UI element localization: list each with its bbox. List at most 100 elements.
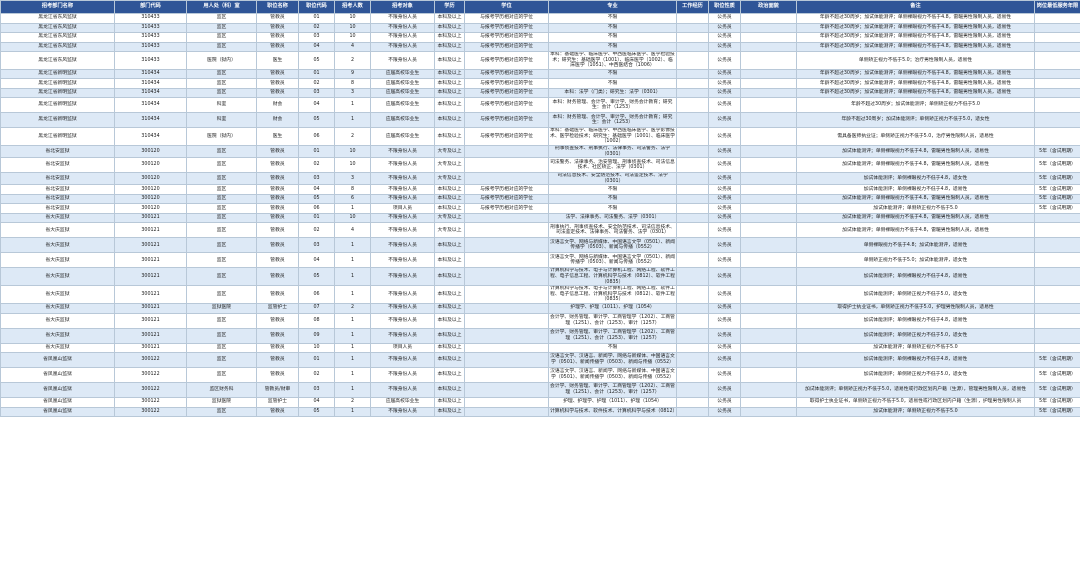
table-cell: 与报考学历相对应的学位 bbox=[464, 22, 549, 33]
table-cell: 不限身份人员 bbox=[370, 193, 435, 205]
table-cell: 1 bbox=[334, 367, 371, 383]
table-cell: 10 bbox=[334, 22, 371, 33]
table-cell: 不限 bbox=[548, 78, 677, 89]
table-row: 省凤凰山监狱 300122 监区财务科 管教员/财审 03 1 不限身份人员 本科及以上 会计学… bbox=[0, 382, 1080, 398]
table-cell: 不限身份人员 bbox=[370, 406, 435, 417]
table-cell: 1 bbox=[334, 203, 371, 214]
table-cell: 本科及以上 bbox=[434, 312, 465, 329]
table-cell: 本科及以上 bbox=[434, 51, 465, 70]
table-cell: 监管护士 bbox=[256, 397, 299, 408]
table-row: 省凤凰山监狱 300122 监区 管教员 01 1 不限身份人员 本科及以上 汉语言文学、汉语言… bbox=[0, 352, 1080, 368]
table-cell: 管教员 bbox=[256, 172, 299, 186]
table-cell: 04 bbox=[298, 252, 335, 269]
table-cell: 1 bbox=[334, 327, 371, 344]
table-cell: 省大庆监狱 bbox=[0, 237, 115, 254]
table-cell: 管教员 bbox=[256, 68, 299, 80]
table-cell: 汉语言文学、汉语言、新闻学、网络与新媒体、中国语言文学（0501）、新闻传播学（… bbox=[548, 367, 677, 383]
table-cell: 3 bbox=[334, 172, 371, 186]
table-cell: 大专及以上 bbox=[434, 157, 465, 174]
table-cell: 公务员 bbox=[708, 193, 741, 205]
table-cell: 会计学、财务管理、审计学、工商管理学（1202）、工商管理（1251）、会计（1… bbox=[548, 312, 677, 329]
table-row: 省大庆监狱 300121 监区 管教员 02 4 不限身份人员 大专及以上 刑事执行、刑事侦查技… bbox=[0, 222, 1080, 239]
table-cell bbox=[1034, 41, 1080, 52]
table-cell: 5年（含试用期） bbox=[1034, 203, 1080, 214]
table-cell: 省凤凰山监狱 bbox=[0, 382, 115, 398]
table-cell: 不限 bbox=[548, 32, 677, 43]
table-cell: 不限身份人员 bbox=[370, 212, 435, 224]
table-cell bbox=[740, 382, 797, 398]
table-cell: 300121 bbox=[114, 222, 187, 239]
table-cell: 300120 bbox=[114, 193, 187, 205]
table-cell: 不限 bbox=[548, 13, 677, 24]
table-cell: 本科及以上 bbox=[434, 13, 465, 24]
table-row: 黑龙江省新明监狱 310434 医院（狱内） 医生 06 2 应届高校毕业生 本科及以上 与报考… bbox=[0, 127, 1080, 147]
table-row: 黑龙江省东风监狱 310433 监区 管教员 03 10 不限身份人员 本科及以上 与报考学历相… bbox=[0, 32, 1080, 43]
table-cell: 不限身份人员 bbox=[370, 237, 435, 254]
table-cell: 公务员 bbox=[708, 172, 741, 186]
table-cell bbox=[1034, 13, 1080, 24]
table-cell: 8 bbox=[334, 78, 371, 89]
table-cell: 08 bbox=[298, 312, 335, 329]
table-cell bbox=[464, 172, 549, 186]
table-cell: 本科及以上 bbox=[434, 87, 465, 99]
table-row: 省凤凰山监狱 300122 监区 管教员 05 1 不限身份人员 本科及以上 计算机科学与技术、… bbox=[0, 406, 1080, 417]
table-cell bbox=[676, 145, 709, 159]
table-cell: 省北安监狱 bbox=[0, 184, 115, 195]
table-cell: 监区 bbox=[186, 327, 257, 344]
table-cell: 应届高校毕业生 bbox=[370, 78, 435, 89]
table-row: 黑龙江省东风监狱 310433 医院（狱内） 医生 05 2 不限身份人员 本科及以上 与报考学… bbox=[0, 51, 1080, 70]
table-cell: 310433 bbox=[114, 51, 187, 70]
table-cell: 加试体能测评；单侧裸眼视力不低于4.8，适女性 bbox=[796, 172, 1035, 186]
table-header-row: 招考部门名称 部门代码 用人处（科）室 职位名称 职位代码 招考人数 招考对象 学历 学位 专业工… bbox=[0, 0, 1080, 14]
table-cell: 监区 bbox=[186, 145, 257, 159]
table-cell: 不限 bbox=[548, 342, 677, 353]
table-cell: 应届高校毕业生 bbox=[370, 87, 435, 99]
table-cell: 管教员 bbox=[256, 252, 299, 269]
table-cell: 1 bbox=[334, 267, 371, 287]
table-cell bbox=[740, 68, 797, 80]
table-cell: 不限身份人员 bbox=[370, 327, 435, 344]
table-row: 黑龙江省东风监狱 310433 监区 管教员 04 4 不限身份人员 本科及以上 与报考学历相对… bbox=[0, 41, 1080, 52]
table-cell: 不限身份人员 bbox=[370, 267, 435, 287]
table-cell: 年龄不超过30周岁；加试体能测评；单侧裸眼视力不低于4.8，雷暖男性限制人员，适… bbox=[796, 41, 1035, 52]
table-cell: 管教员 bbox=[256, 87, 299, 99]
table-cell bbox=[464, 252, 549, 269]
table-cell: 省大庆监狱 bbox=[0, 212, 115, 224]
table-cell: 司法警务、法律事务、治安管理、刑事侦查技术、司法信息技术、社区矫正、法学（030… bbox=[548, 157, 677, 174]
table-cell: 公务员 bbox=[708, 367, 741, 383]
table-cell: 监区 bbox=[186, 172, 257, 186]
table-cell: 01 bbox=[298, 352, 335, 368]
table-cell bbox=[676, 222, 709, 239]
table-cell: 公务员 bbox=[708, 285, 741, 304]
table-row: 省大庆监狱 300121 监区 管教员 08 1 不限身份人员 本科及以上 会计学、财务管理、审… bbox=[0, 312, 1080, 329]
table-cell: 5年（含试用期） bbox=[1034, 145, 1080, 159]
table-cell: 与报考学历相对应的学位 bbox=[464, 112, 549, 129]
table-cell: 03 bbox=[298, 237, 335, 254]
table-cell bbox=[676, 193, 709, 205]
table-cell: 公务员 bbox=[708, 78, 741, 89]
table-cell: 本科及以上 bbox=[434, 97, 465, 114]
table-cell: 公务员 bbox=[708, 382, 741, 398]
table-cell bbox=[464, 212, 549, 224]
table-cell: 医生 bbox=[256, 127, 299, 147]
table-cell: 不限身份人员 bbox=[370, 13, 435, 24]
table-cell: 不限身份人员 bbox=[370, 285, 435, 304]
table-cell bbox=[740, 212, 797, 224]
table-cell bbox=[1034, 342, 1080, 353]
table-cell: 加试体能测评；单侧矫正视力不低于5.0，适女性 bbox=[796, 285, 1035, 304]
table-cell: 黑龙江省东风监狱 bbox=[0, 13, 115, 24]
table-cell: 不限身份人员 bbox=[370, 32, 435, 43]
table-cell: 公务员 bbox=[708, 13, 741, 24]
table-cell: 与报考学历相对应的学位 bbox=[464, 41, 549, 52]
table-cell: 监区 bbox=[186, 32, 257, 43]
table-row: 黑龙江省新明监狱 310434 监区 管教员 01 9 应届高校毕业生 本科及以上 与报考学历相… bbox=[0, 68, 1080, 80]
column-header: 用人处（科）室 bbox=[186, 0, 257, 14]
table-cell: 监狱医院 bbox=[186, 397, 257, 408]
table-row: 黑龙江省新明监狱 310434 科室 财会 04 1 应届高校毕业生 本科及以上 与报考学历相对… bbox=[0, 97, 1080, 114]
table-cell: 公务员 bbox=[708, 352, 741, 368]
table-cell: 本科及以上 bbox=[434, 193, 465, 205]
table-cell: 加试体能测评；单侧裸眼视力不低于4.8，适易性 bbox=[796, 184, 1035, 195]
table-cell: 医院（狱内） bbox=[186, 127, 257, 147]
table-cell: 310434 bbox=[114, 87, 187, 99]
table-cell bbox=[464, 222, 549, 239]
